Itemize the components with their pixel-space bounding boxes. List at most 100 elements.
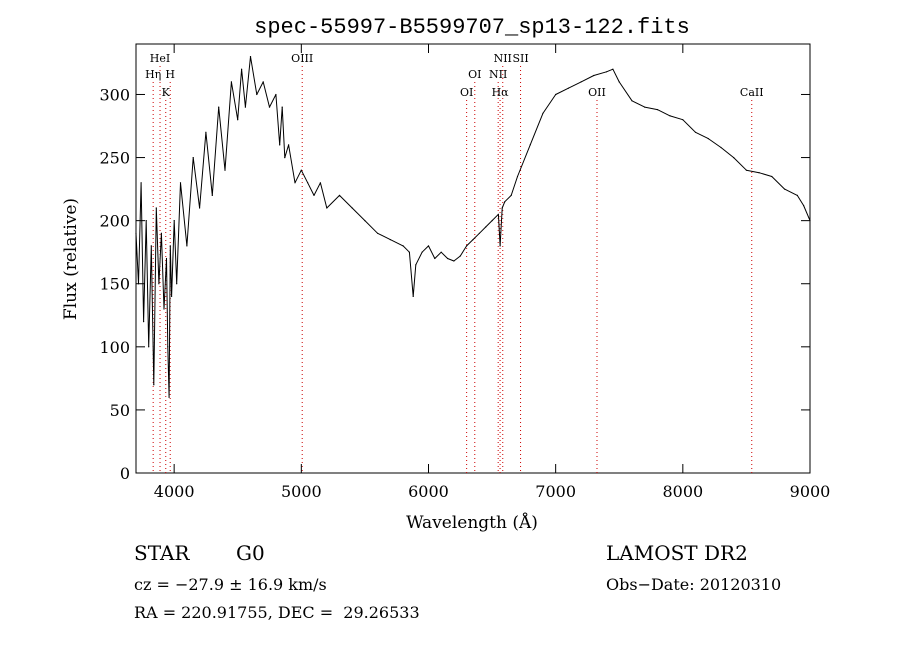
spectrum-point-65 <box>485 226 487 228</box>
spectrum-point-49 <box>377 232 379 234</box>
object-class-label: STAR <box>134 541 190 565</box>
spectrum-point-22 <box>199 207 201 209</box>
spectrum-point-72 <box>516 175 519 178</box>
spectrum-point-18 <box>176 283 178 285</box>
spectrum-point-95 <box>796 194 798 196</box>
y-tick-label-1: 50 <box>110 401 130 420</box>
spectrum-point-84 <box>656 109 659 111</box>
spectrum-point-74 <box>542 112 544 114</box>
line-marker-label-9: Hα <box>492 86 510 99</box>
spectrum-point-55 <box>421 251 423 253</box>
spectrum-point-93 <box>771 175 773 178</box>
spectrum-point-19 <box>179 182 182 184</box>
line-marker-label-8: NII <box>489 68 507 81</box>
plot-frame <box>135 43 811 474</box>
spectrum-point-11 <box>163 308 165 310</box>
spectrum-point-90 <box>733 157 735 159</box>
spectrum-point-64 <box>478 232 480 234</box>
line-marker-label-7: NII <box>494 52 512 65</box>
spectrum-point-6 <box>150 245 152 247</box>
spectrum-point-9 <box>158 283 160 285</box>
line-marker-label-12: CaII <box>740 86 764 99</box>
spectrum-point-35 <box>275 93 277 96</box>
spectrum-point-83 <box>644 106 646 108</box>
spectrum-point-2 <box>140 182 142 184</box>
redshift-label: cz = −27.9 ± 16.9 km/s <box>134 575 327 594</box>
object-subclass-label: G0 <box>236 541 265 565</box>
spectrum-point-57 <box>434 257 436 260</box>
axis-tick-labels: 4000 5000 6000 7000 8000 9000 0 50 100 150 200 250 3… <box>99 85 830 501</box>
spectrum-point-81 <box>618 81 620 83</box>
spectrum-point-8 <box>155 207 157 209</box>
line-markers: HeI Hη HK OIII OI OI NII NII Hα SII OII CaII <box>145 52 764 473</box>
spectrum-point-63 <box>472 239 474 241</box>
spectrum-point-39 <box>288 144 290 146</box>
spectrum-point-96 <box>803 204 805 207</box>
x-tick-label-3: 7000 <box>535 482 576 501</box>
x-tick-label-0: 4000 <box>154 482 195 501</box>
line-marker-label-2: H <box>165 68 175 81</box>
spectrum-point-13 <box>167 346 169 348</box>
obs-date-label: Obs−Date: 20120310 <box>606 575 782 594</box>
spectrum-point-88 <box>707 138 709 140</box>
spectrum-point-5 <box>148 346 150 348</box>
spectrum-point-76 <box>567 87 570 89</box>
spectrum-point-27 <box>230 81 232 83</box>
survey-label: LAMOST DR2 <box>606 541 748 565</box>
spectrum-point-91 <box>745 169 748 171</box>
spectrum-point-94 <box>784 188 786 190</box>
spectrum-point-36 <box>279 144 281 146</box>
spectrum-point-62 <box>466 245 468 247</box>
spectrum-point-16 <box>171 295 173 297</box>
spectrum-point-53 <box>412 295 414 297</box>
y-tick-label-5: 250 <box>99 149 130 168</box>
spectrum-point-47 <box>351 207 353 209</box>
spectrum-point-48 <box>364 220 366 222</box>
line-marker-label-11: OII <box>588 86 606 99</box>
chart-title: spec-55997-B5599707_sp13-122.fits <box>254 15 690 40</box>
spectrum-series <box>135 56 811 398</box>
spectrum-point-45 <box>326 207 328 209</box>
spectrum-point-87 <box>694 131 697 133</box>
spectrum-point-15 <box>169 245 171 247</box>
spectrum-point-32 <box>256 93 258 96</box>
spectrum-point-43 <box>313 194 315 196</box>
spectrum-point-20 <box>186 245 188 247</box>
spectrum-point-24 <box>211 194 213 196</box>
spectrum-point-71 <box>510 194 512 196</box>
spectrum-point-89 <box>720 146 722 149</box>
spectrum-point-14 <box>168 396 170 398</box>
spectrum-point-86 <box>682 119 684 121</box>
y-tick-label-6: 300 <box>99 85 130 104</box>
spectrum-line <box>135 56 811 398</box>
spectrum-point-80 <box>612 68 614 70</box>
line-marker-label-6: OI <box>460 86 473 99</box>
spectrum-point-66 <box>491 220 493 222</box>
spectrum-point-7 <box>153 384 155 386</box>
spectrum-point-25 <box>218 106 220 108</box>
y-tick-label-3: 150 <box>99 275 130 294</box>
y-tick-label-2: 100 <box>99 338 130 357</box>
spectrum-point-68 <box>499 245 501 247</box>
spectrum-point-37 <box>281 106 283 108</box>
coordinates-label: RA = 220.91755, DEC = 29.26533 <box>134 603 420 622</box>
line-marker-label-5: OI <box>468 68 481 81</box>
spectrum-point-28 <box>237 119 239 121</box>
spectrum-point-61 <box>459 255 461 257</box>
spectrum-point-78 <box>593 74 595 77</box>
spectrum-point-69 <box>501 207 503 209</box>
spectrum-point-34 <box>268 106 271 108</box>
spectrum-point-42 <box>307 182 309 184</box>
spectrum-point-10 <box>160 232 162 234</box>
spectrum-point-31 <box>249 56 252 58</box>
line-marker-label-10: SII <box>512 52 528 65</box>
spectrum-point-67 <box>497 213 499 215</box>
line-marker-label-3: K <box>162 86 171 99</box>
y-tick-label-4: 200 <box>99 212 130 231</box>
spectrum-point-33 <box>262 81 264 83</box>
spectrum-point-38 <box>284 157 286 159</box>
spectrum-point-17 <box>173 220 175 222</box>
spectrum-point-75 <box>555 93 557 96</box>
spectrum-point-23 <box>205 131 207 133</box>
spectrum-point-40 <box>294 182 296 184</box>
